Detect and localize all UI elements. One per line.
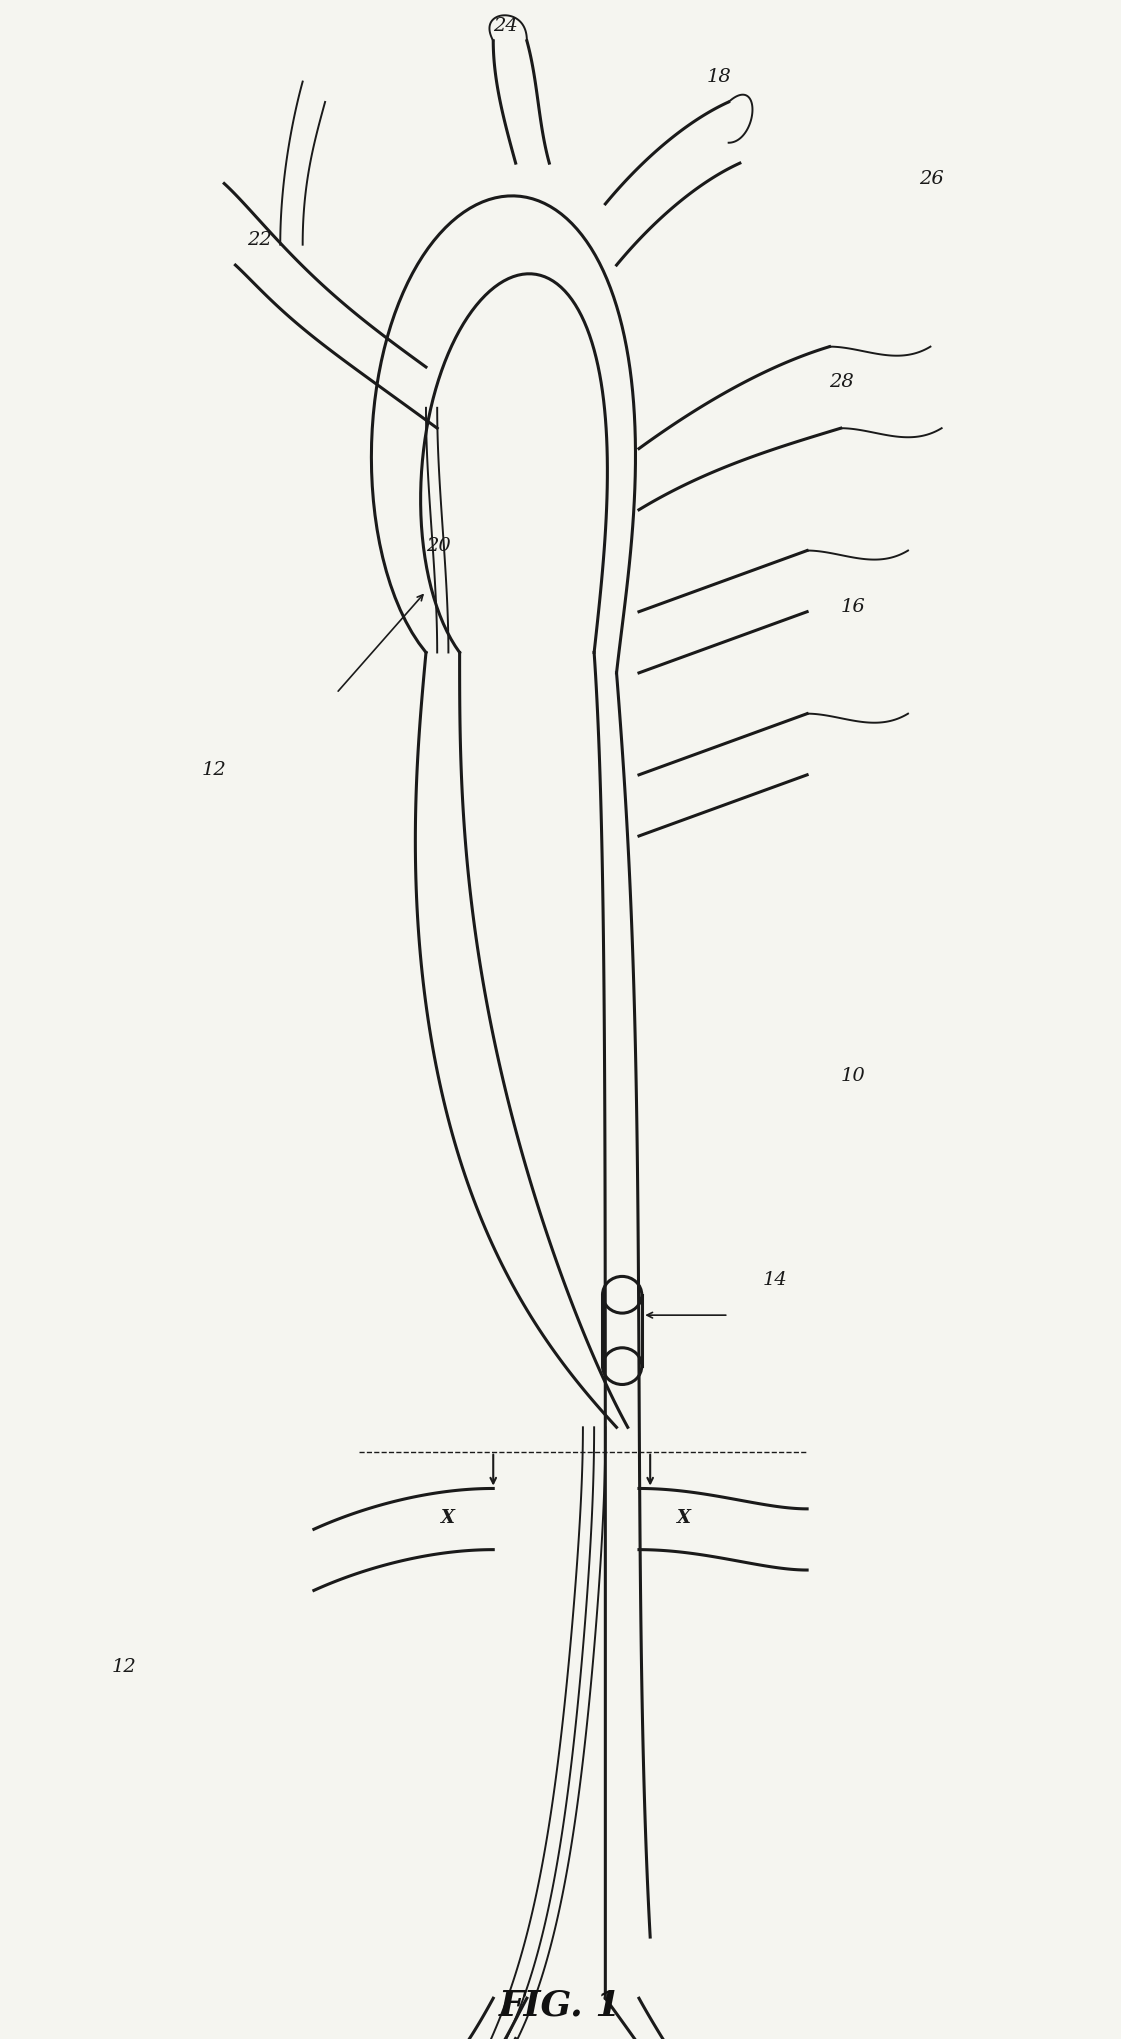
Text: 20: 20 xyxy=(426,536,451,555)
Text: 12: 12 xyxy=(112,1658,137,1676)
Text: 16: 16 xyxy=(841,597,865,616)
Text: X: X xyxy=(442,1509,455,1527)
Text: 14: 14 xyxy=(762,1270,787,1289)
Text: FIG. 1: FIG. 1 xyxy=(499,1988,622,2023)
Text: 26: 26 xyxy=(919,169,944,188)
Text: 22: 22 xyxy=(247,230,271,249)
Text: 10: 10 xyxy=(841,1066,865,1085)
Text: X: X xyxy=(677,1509,691,1527)
Text: 12: 12 xyxy=(202,761,226,779)
Ellipse shape xyxy=(603,1348,641,1384)
Text: 18: 18 xyxy=(706,67,731,86)
Text: 24: 24 xyxy=(493,16,518,35)
Text: 28: 28 xyxy=(830,373,854,391)
